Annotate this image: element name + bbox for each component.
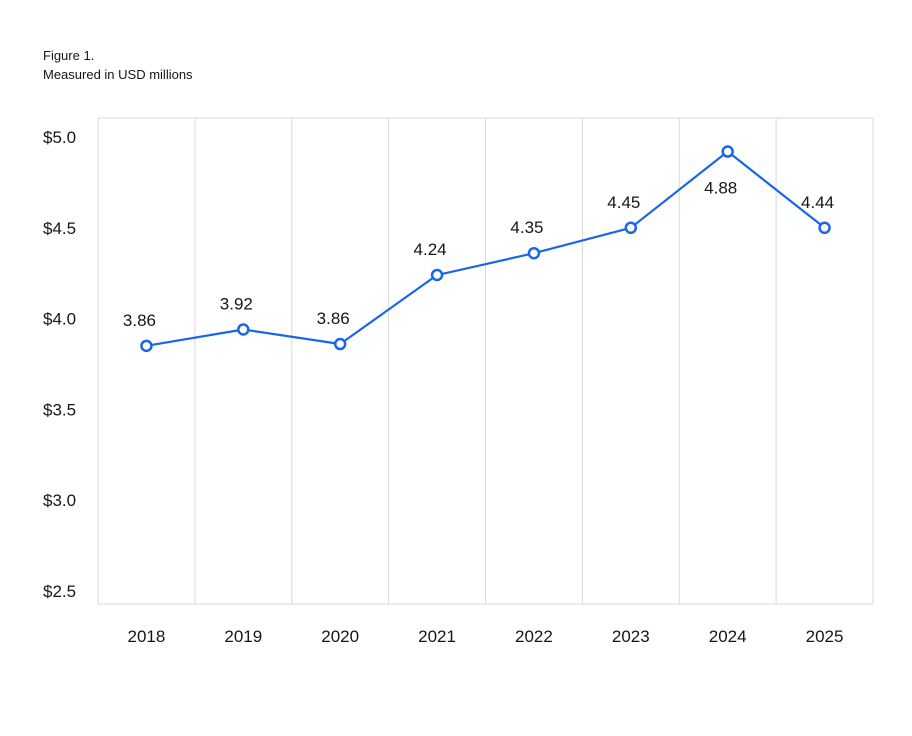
data-label: 4.88 [704, 179, 737, 198]
x-axis: 2018 2019 2020 2021 2022 2023 2024 2025 [128, 627, 844, 646]
data-point [818, 221, 831, 235]
data-label: 4.35 [510, 218, 543, 237]
x-tick-label: 2020 [321, 627, 359, 646]
y-tick-label: $4.5 [43, 219, 76, 238]
y-tick-label: $5.0 [43, 128, 76, 147]
y-tick-label: $4.0 [43, 310, 76, 329]
y-axis: $2.5 $3.0 $3.5 $4.0 $4.5 $5.0 [43, 128, 76, 601]
data-point [237, 323, 250, 336]
chart-grid [97, 117, 874, 605]
y-tick-label: $3.0 [43, 491, 76, 510]
x-tick-label: 2023 [612, 627, 650, 646]
y-tick-label: $3.5 [43, 400, 76, 419]
data-point [140, 339, 153, 353]
x-tick-label: 2021 [418, 627, 456, 646]
x-tick-label: 2024 [709, 627, 747, 646]
data-point [527, 246, 541, 260]
data-point [624, 221, 638, 235]
data-point [721, 145, 734, 158]
x-tick-label: 2019 [224, 627, 262, 646]
figure-subtitle: Measured in USD millions [43, 67, 193, 82]
y-tick-label: $2.5 [43, 582, 76, 601]
figure-label: Figure 1. [43, 48, 95, 63]
data-point [430, 268, 444, 282]
data-label: 4.45 [607, 193, 640, 212]
x-tick-label: 2025 [806, 627, 844, 646]
data-point [333, 337, 347, 351]
data-label: 4.44 [801, 193, 834, 212]
x-tick-label: 2018 [128, 627, 166, 646]
data-label: 3.86 [317, 309, 350, 328]
series-line [146, 150, 826, 347]
data-series [140, 145, 831, 353]
x-tick-label: 2022 [515, 627, 553, 646]
data-label: 3.92 [220, 294, 253, 313]
data-label: 3.86 [123, 311, 156, 330]
data-label: 4.24 [414, 240, 447, 259]
data-labels: 3.86 3.92 3.86 4.24 4.35 4.45 4.88 4.44 [123, 179, 834, 330]
